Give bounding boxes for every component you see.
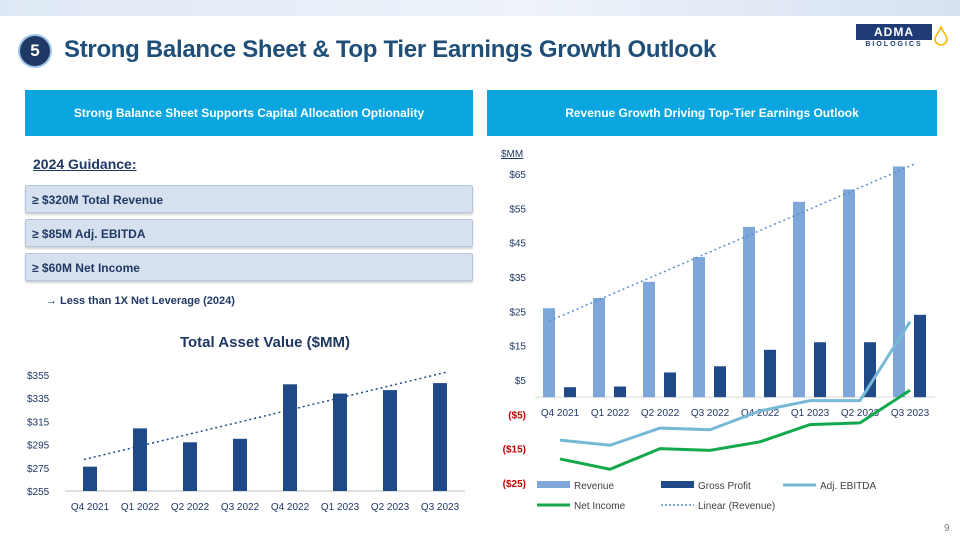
asset-bar [133,428,147,491]
asset-bar [183,442,197,491]
gross-profit-bar [914,314,926,398]
revenue-y-tick: $15 [509,342,526,353]
logo-sub-text: BIOLOGICS [865,41,923,48]
revenue-y-tick: $35 [509,273,526,284]
net-income-line [559,389,911,471]
asset-bar [383,390,397,491]
gross-profit-bar [714,366,726,398]
legend-gross-profit-label: Gross Profit [698,481,751,492]
revenue-y-tick: $55 [509,204,526,215]
legend-revenue-label: Revenue [574,481,614,492]
asset-y-tick: $335 [27,394,50,405]
revenue-x-tick: Q2 2022 [641,408,680,419]
left-section-banner: Strong Balance Sheet Supports Capital Al… [25,90,473,136]
revenue-x-tick: Q4 2022 [741,408,780,419]
asset-x-tick: Q4 2021 [71,502,110,513]
revenue-x-tick: Q1 2022 [591,408,630,419]
revenue-y-tick: $25 [509,307,526,318]
revenue-bar [893,166,905,398]
asset-x-tick: Q3 2023 [421,502,460,513]
revenue-x-tick: Q4 2021 [541,408,580,419]
guidance-item-ebitda: ≥ $85M Adj. EBITDA [25,219,473,247]
guidance-item-revenue: ≥ $320M Total Revenue [25,185,473,213]
revenue-bar [793,201,805,398]
legend-net-income-label: Net Income [574,501,626,512]
asset-bar [283,384,297,491]
revenue-bar [543,308,555,398]
revenue-y-tick: $5 [515,376,527,387]
logo-drop-icon [934,26,948,46]
revenue-x-tick: Q3 2023 [891,408,930,419]
leverage-note: → Less than 1X Net Leverage (2024) [46,295,235,307]
gross-profit-bar [564,387,576,398]
asset-y-tick: $295 [27,441,50,452]
revenue-y-tick: $65 [509,170,526,181]
asset-bar [333,393,347,491]
asset-y-tick: $315 [27,417,50,428]
revenue-earnings-chart: $MM $65 $55 $45 $35 $25 $15 $5 ($5) ($15) ($25) Q4 … [501,149,935,512]
revenue-bar [643,281,655,398]
revenue-y-tick: ($15) [503,445,526,456]
asset-x-tick: Q1 2023 [321,502,360,513]
gross-profit-bar [864,342,876,398]
asset-trendline [83,371,447,461]
legend-ebitda-label: Adj. EBITDA [820,481,876,492]
section-number-badge: 5 [20,36,50,66]
revenue-x-tick: Q3 2022 [691,408,730,419]
revenue-unit-label: $MM [501,149,523,160]
gross-profit-bar [664,372,676,398]
legend-revenue-swatch [537,481,570,488]
asset-x-tick: Q2 2022 [171,502,210,513]
asset-x-tick: Q2 2023 [371,502,410,513]
asset-bar [83,466,97,491]
revenue-bar [593,297,605,398]
revenue-y-tick: ($25) [503,479,526,490]
asset-bar [233,438,247,491]
guidance-heading: 2024 Guidance: [33,156,137,172]
logo-main-text: ADMA [856,24,932,40]
asset-y-tick: $355 [27,371,50,382]
asset-chart-title: Total Asset Value ($MM) [180,334,350,351]
page-title: Strong Balance Sheet & Top Tier Earnings… [64,36,717,63]
total-asset-chart: Total Asset Value ($MM) $255 $275 $295 $315 $… [27,334,465,513]
revenue-x-tick: Q2 2023 [841,408,880,419]
revenue-bar [843,189,855,398]
revenue-x-tick: Q1 2023 [791,408,830,419]
asset-bar [433,383,447,491]
asset-y-tick: $255 [27,487,50,498]
legend-linear-revenue-label: Linear (Revenue) [698,501,775,512]
asset-x-tick: Q3 2022 [221,502,260,513]
gross-profit-bar [764,349,776,398]
revenue-trendline [548,163,915,322]
gross-profit-bar [814,342,826,398]
revenue-bar [693,257,705,398]
asset-x-tick: Q4 2022 [271,502,310,513]
revenue-y-tick: $45 [509,239,526,250]
asset-y-tick: $275 [27,464,50,475]
top-band [0,0,960,16]
right-section-banner: Revenue Growth Driving Top-Tier Earnings… [487,90,937,136]
page-number: 9 [944,523,950,534]
company-logo: ADMA BIOLOGICS [856,22,952,52]
legend-gross-profit-swatch [661,481,694,488]
gross-profit-bar [614,386,626,398]
ebitda-line [559,320,912,447]
guidance-item-net-income: ≥ $60M Net Income [25,253,473,281]
revenue-bar [743,226,755,398]
revenue-y-tick: ($5) [508,410,526,421]
asset-x-tick: Q1 2022 [121,502,160,513]
